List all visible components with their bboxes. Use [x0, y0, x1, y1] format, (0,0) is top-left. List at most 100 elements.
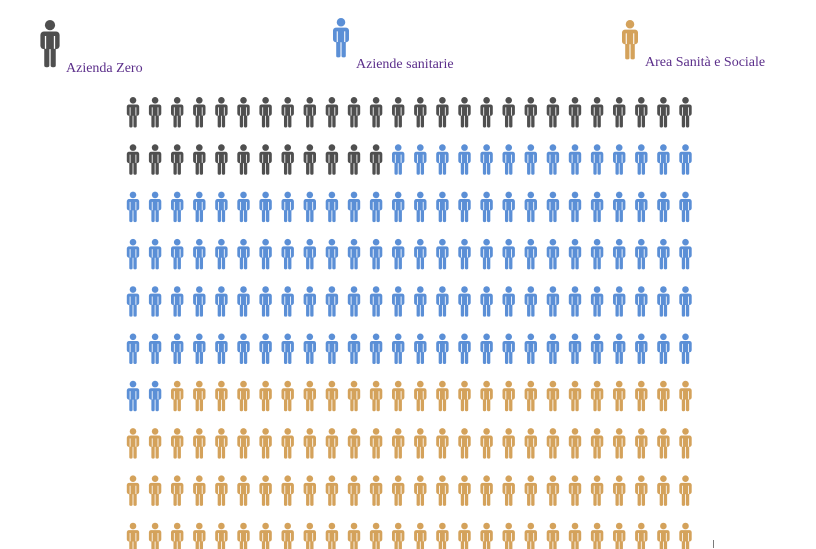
person-icon-aziende-sanitarie [148, 333, 162, 364]
person-icon-aziende-sanitarie [171, 238, 184, 270]
person-icon-area-sanit-e-sociale [502, 475, 515, 506]
person-icon-area-sanit-e-sociale [259, 522, 272, 549]
person-icon-aziende-sanitarie [281, 191, 294, 223]
person-icon-aziende-sanitarie [568, 238, 582, 270]
person-icon-aziende-sanitarie [480, 144, 493, 175]
person-icon-area-sanit-e-sociale [524, 522, 537, 549]
person-icon-aziende-sanitarie [546, 238, 560, 270]
person-icon-area-sanit-e-sociale [193, 522, 206, 549]
person-icon-aziende-sanitarie [657, 238, 670, 270]
person-icon-aziende-sanitarie [347, 238, 361, 270]
person-icon-area-sanit-e-sociale [414, 522, 427, 549]
person-icon-area-sanit-e-sociale [237, 428, 250, 459]
person-icon-aziende-sanitarie [347, 286, 361, 317]
person-icon-aziende-sanitarie [568, 286, 582, 317]
person-icon-area-sanit-e-sociale [414, 428, 427, 459]
person-icon-aziende-sanitarie [458, 286, 471, 317]
person-icon-aziende-sanitarie [126, 286, 140, 317]
person-icon-azienda-zero [259, 144, 272, 175]
person-icon-area-sanit-e-sociale [281, 428, 294, 459]
person-icon-aziende-sanitarie [369, 238, 383, 270]
person-icon-aziende-sanitarie [657, 191, 670, 223]
person-icon-aziende-sanitarie [303, 286, 316, 317]
person-icon-aziende-sanitarie [613, 191, 626, 223]
person-icon-aziende-sanitarie [126, 380, 140, 412]
person-icon-aziende-sanitarie [193, 191, 206, 223]
legend-person-icon [40, 20, 60, 68]
person-icon-aziende-sanitarie [458, 238, 471, 270]
person-icon-area-sanit-e-sociale [502, 522, 515, 549]
person-icon-aziende-sanitarie [436, 144, 449, 175]
person-icon-aziende-sanitarie [436, 191, 449, 223]
person-icon-azienda-zero [126, 97, 140, 128]
person-icon-aziende-sanitarie [392, 144, 405, 175]
person-icon-area-sanit-e-sociale [436, 522, 449, 549]
person-icon-area-sanit-e-sociale [613, 428, 626, 459]
person-icon-aziende-sanitarie [392, 333, 405, 364]
person-icon-aziende-sanitarie [237, 238, 250, 270]
person-icon-azienda-zero [148, 97, 162, 128]
person-icon-area-sanit-e-sociale [458, 428, 471, 459]
person-icon-aziende-sanitarie [171, 286, 184, 317]
person-icon-area-sanit-e-sociale [613, 380, 626, 412]
person-icon-area-sanit-e-sociale [303, 428, 316, 459]
person-icon-area-sanit-e-sociale [590, 428, 604, 459]
person-icon-area-sanit-e-sociale [635, 475, 648, 506]
person-icon-azienda-zero [458, 97, 471, 128]
person-icon-area-sanit-e-sociale [480, 428, 493, 459]
person-icon-aziende-sanitarie [436, 238, 449, 270]
person-icon-azienda-zero [215, 97, 228, 128]
person-icon-azienda-zero [215, 144, 228, 175]
person-icon-area-sanit-e-sociale [325, 380, 339, 412]
person-icon-area-sanit-e-sociale [215, 522, 228, 549]
person-icon-azienda-zero [347, 144, 361, 175]
person-icon-aziende-sanitarie [281, 286, 294, 317]
person-icon-area-sanit-e-sociale [325, 428, 339, 459]
person-icon-aziende-sanitarie [524, 191, 537, 223]
person-icon-aziende-sanitarie [193, 238, 206, 270]
person-icon-area-sanit-e-sociale [458, 380, 471, 412]
person-icon-area-sanit-e-sociale [148, 522, 162, 549]
person-icon-area-sanit-e-sociale [171, 522, 184, 549]
person-icon-area-sanit-e-sociale [546, 428, 560, 459]
person-icon-aziende-sanitarie [148, 191, 162, 223]
person-icon-area-sanit-e-sociale [568, 380, 582, 412]
person-icon-azienda-zero [502, 97, 515, 128]
person-icon-area-sanit-e-sociale [392, 428, 405, 459]
person-icon-area-sanit-e-sociale [237, 380, 250, 412]
legend-label-azienda-zero: Azienda Zero [66, 61, 143, 76]
person-icon-area-sanit-e-sociale [524, 475, 537, 506]
person-icon-area-sanit-e-sociale [325, 475, 339, 506]
person-icon-azienda-zero [193, 97, 206, 128]
person-icon-aziende-sanitarie [568, 191, 582, 223]
person-icon-aziende-sanitarie [590, 333, 604, 364]
person-icon-area-sanit-e-sociale [480, 380, 493, 412]
person-icon-area-sanit-e-sociale [237, 475, 250, 506]
person-icon-aziende-sanitarie [524, 286, 537, 317]
person-icon-aziende-sanitarie [679, 191, 692, 223]
person-icon-aziende-sanitarie [392, 191, 405, 223]
person-icon-area-sanit-e-sociale [546, 522, 560, 549]
person-icon-area-sanit-e-sociale [657, 380, 670, 412]
person-icon-area-sanit-e-sociale [193, 428, 206, 459]
person-icon-azienda-zero [524, 97, 537, 128]
person-icon-area-sanit-e-sociale [546, 380, 560, 412]
person-icon-aziende-sanitarie [259, 333, 272, 364]
person-icon-area-sanit-e-sociale [325, 522, 339, 549]
person-icon-azienda-zero [303, 144, 316, 175]
person-icon-aziende-sanitarie [458, 191, 471, 223]
person-icon-azienda-zero [325, 144, 339, 175]
person-icon-aziende-sanitarie [613, 333, 626, 364]
person-icon-area-sanit-e-sociale [590, 522, 604, 549]
person-icon-aziende-sanitarie [392, 286, 405, 317]
person-icon-area-sanit-e-sociale [126, 522, 140, 549]
person-icon-area-sanit-e-sociale [635, 522, 648, 549]
person-icon-aziende-sanitarie [237, 286, 250, 317]
person-icon-area-sanit-e-sociale [369, 380, 383, 412]
person-icon-aziende-sanitarie [590, 191, 604, 223]
person-icon-area-sanit-e-sociale [392, 475, 405, 506]
person-icon-aziende-sanitarie [237, 191, 250, 223]
person-icon-area-sanit-e-sociale [613, 522, 626, 549]
axis-tick-mark [713, 540, 714, 548]
